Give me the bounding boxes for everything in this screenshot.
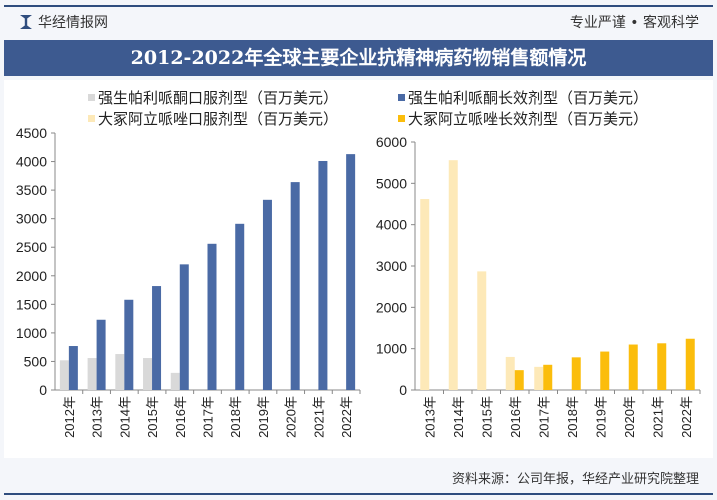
x-tick-label: 2015年: [145, 396, 160, 438]
x-tick-label: 2014年: [117, 396, 132, 438]
bar: [124, 299, 134, 390]
x-tick-label: 2015年: [479, 396, 494, 438]
y-tick-label: 3000: [16, 211, 47, 227]
x-tick-label: 2012年: [62, 396, 77, 438]
y-tick-label: 3000: [376, 258, 407, 274]
legend-item: 强生帕利哌酮长效剂型（百万美元）: [398, 87, 648, 108]
bar: [68, 346, 78, 390]
legend-swatch: [398, 115, 405, 122]
chart-panel: [4, 80, 713, 458]
legend-swatch: [88, 94, 95, 101]
source-note: 资料来源：公司年报，华经产业研究院整理: [451, 472, 699, 487]
bar: [179, 264, 189, 390]
y-tick-label: 0: [39, 382, 47, 398]
bar: [657, 343, 667, 390]
x-tick-label: 2018年: [228, 396, 243, 438]
x-tick-label: 2022年: [679, 396, 694, 438]
y-tick-label: 4500: [16, 125, 47, 141]
y-tick-label: 1000: [376, 341, 407, 357]
x-tick-label: 2020年: [622, 396, 637, 438]
bar: [346, 154, 356, 390]
legend-item: 大冢阿立哌唑口服剂型（百万美元）: [88, 108, 338, 129]
bottom-border: [4, 493, 713, 495]
legend-item: 大冢阿立哌唑长效剂型（百万美元）: [398, 108, 648, 129]
bar: [534, 366, 544, 390]
legend-item: 强生帕利哌酮口服剂型（百万美元）: [88, 87, 338, 108]
bar: [143, 358, 153, 390]
bar: [96, 319, 106, 390]
bar: [420, 199, 430, 390]
y-tick-label: 4000: [376, 217, 407, 233]
bar: [318, 160, 328, 390]
y-tick-label: 500: [24, 353, 48, 369]
x-tick-label: 2022年: [339, 396, 354, 438]
y-tick-label: 2500: [16, 239, 47, 255]
bar: [477, 271, 487, 390]
y-tick-label: 1500: [16, 296, 47, 312]
legend-label: 强生帕利哌酮长效剂型（百万美元）: [408, 89, 649, 107]
bar: [628, 344, 638, 390]
x-tick-label: 2017年: [201, 396, 216, 438]
bar: [170, 372, 180, 390]
x-tick-label: 2014年: [451, 396, 466, 438]
x-tick-label: 2019年: [593, 396, 608, 438]
bar: [600, 351, 610, 390]
x-tick-label: 2017年: [536, 396, 551, 438]
legend-label: 大冢阿立哌唑长效剂型（百万美元）: [408, 110, 649, 128]
x-tick-label: 2019年: [256, 396, 271, 438]
legend-label: 强生帕利哌酮口服剂型（百万美元）: [98, 89, 339, 107]
y-tick-label: 6000: [376, 134, 407, 150]
x-tick-label: 2016年: [508, 396, 523, 438]
y-tick-label: 4000: [16, 154, 47, 170]
brand-name: 华经情报网: [38, 15, 108, 31]
brand: 华经情报网: [20, 12, 108, 32]
slogan: 专业严谨 • 客观科学: [569, 15, 699, 31]
y-tick-label: 5000: [376, 175, 407, 191]
bar: [685, 338, 695, 390]
bar: [571, 357, 581, 390]
bar: [262, 199, 272, 390]
bar: [290, 182, 300, 390]
bar: [505, 356, 515, 390]
y-tick-label: 2000: [16, 268, 47, 284]
bar: [115, 354, 125, 390]
legend-label: 大冢阿立哌唑口服剂型（百万美元）: [98, 110, 339, 128]
x-tick-label: 2018年: [565, 396, 580, 438]
y-tick-label: 1000: [16, 325, 47, 341]
bar: [514, 370, 524, 390]
y-tick-label: 0: [399, 382, 407, 398]
bar: [235, 223, 245, 390]
bar: [59, 360, 69, 390]
y-tick-label: 2000: [376, 299, 407, 315]
x-tick-label: 2013年: [422, 396, 437, 438]
bar: [543, 364, 553, 390]
legend-swatch: [398, 94, 405, 101]
top-border: [4, 5, 713, 7]
legend-swatch: [88, 115, 95, 122]
x-tick-label: 2021年: [650, 396, 665, 438]
x-tick-label: 2021年: [311, 396, 326, 438]
bar: [207, 243, 217, 390]
bar: [87, 358, 97, 390]
chart-title: 2012-2022年全球主要企业抗精神病药物销售额情况: [4, 40, 713, 76]
x-tick-label: 2013年: [90, 396, 105, 438]
x-tick-label: 2020年: [284, 396, 299, 438]
bar: [448, 160, 458, 390]
bar: [152, 286, 162, 390]
y-tick-label: 3500: [16, 182, 47, 198]
x-tick-label: 2016年: [173, 396, 188, 438]
